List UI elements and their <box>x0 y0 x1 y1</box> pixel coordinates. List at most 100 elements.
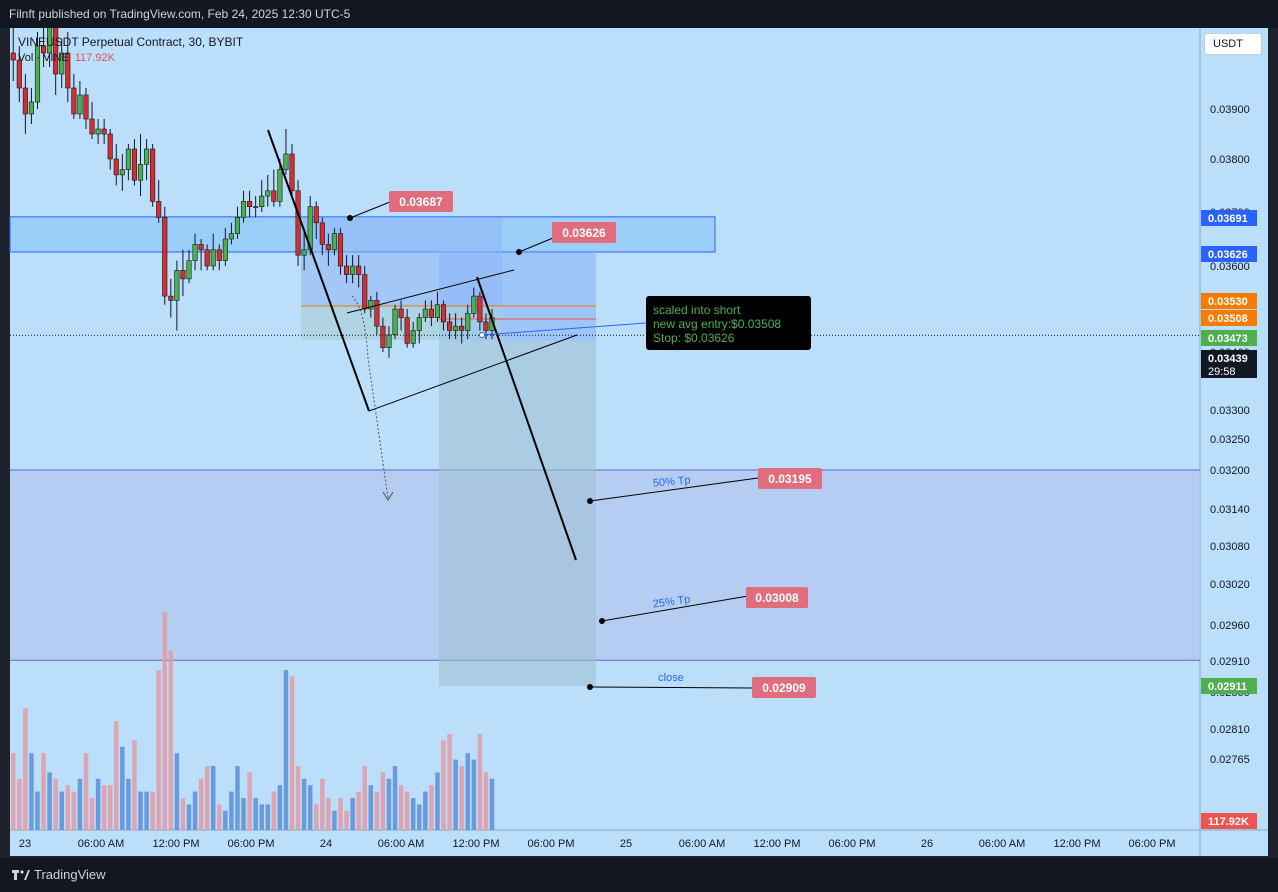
candle-body <box>16 59 22 89</box>
candle-body <box>210 249 216 267</box>
volume-layer <box>11 612 495 830</box>
volume-bar <box>59 791 64 830</box>
candle <box>89 102 95 139</box>
candle <box>313 201 319 239</box>
candle <box>295 180 301 266</box>
price-tick-label: 0.03300 <box>1210 405 1250 417</box>
time-tick-label: 06:00 AM <box>78 838 124 850</box>
time-tick-label: 06:00 PM <box>227 838 274 850</box>
candle-body <box>156 201 162 218</box>
candle-body <box>337 233 344 267</box>
flag-lower-line <box>368 334 578 412</box>
candle-body <box>180 270 186 280</box>
callout-anchor <box>587 498 593 504</box>
callout-note-close: close <box>658 672 684 684</box>
candle <box>398 300 404 331</box>
volume-bar <box>374 791 380 830</box>
price-chart[interactable]: 0.03687 0.03626 0.03195 50% Tp 0.03008 25% Tp… <box>0 28 1278 858</box>
price-tick-label: 0.03800 <box>1210 154 1250 166</box>
candle <box>101 119 107 144</box>
candle-body <box>283 153 289 170</box>
currency-button[interactable]: USDT <box>1204 33 1262 55</box>
footer-brand: TradingView <box>34 867 106 882</box>
volume-bar <box>223 810 228 830</box>
callout-3-box <box>746 587 808 608</box>
candle <box>10 28 16 81</box>
projection-dotted-path <box>351 295 389 499</box>
price-tick-label: 0.03140 <box>1210 504 1250 516</box>
volume-bar <box>320 778 325 830</box>
volume-bar <box>95 778 101 830</box>
callout-anchor <box>347 215 353 221</box>
volume-bar <box>168 650 174 830</box>
volume-bar <box>332 810 337 830</box>
candle <box>59 39 65 88</box>
candle <box>477 291 483 331</box>
candle-body <box>192 244 198 261</box>
volume-bar <box>289 676 295 830</box>
candle-body <box>374 300 380 327</box>
candle-body <box>350 265 356 275</box>
candle <box>174 260 180 331</box>
axis-price-badge <box>1201 813 1257 829</box>
candle <box>404 309 410 348</box>
axis-price-badge-text: 0.03626 <box>1208 249 1248 261</box>
price-tick-label: 0.03080 <box>1210 541 1250 553</box>
candle-body <box>10 52 16 61</box>
price-tick-label: 0.03020 <box>1210 579 1250 591</box>
volume-bar <box>11 753 16 830</box>
drawings-layer[interactable]: 0.03687 0.03626 0.03195 50% Tp 0.03008 25% Tp… <box>10 129 1200 698</box>
candle <box>40 28 47 67</box>
candle-body <box>204 249 210 267</box>
axis-price-badge <box>1201 210 1257 226</box>
candle-body <box>168 295 174 301</box>
axis-price-badge-text: 0.03508 <box>1208 313 1248 325</box>
time-tick-label: 26 <box>921 838 933 850</box>
volume-bar <box>477 734 483 830</box>
volume-bar <box>447 734 452 830</box>
candle-body <box>271 190 277 202</box>
candle <box>234 206 241 239</box>
candle-body <box>174 270 180 301</box>
candle-body <box>440 304 447 323</box>
volume-bar <box>283 670 289 830</box>
candle <box>107 129 113 170</box>
volume-bar <box>350 798 355 830</box>
callout-anchor <box>587 684 593 690</box>
axis-layer: 0.039000.038000.037000.036000.034000.033… <box>19 104 1257 850</box>
volume-bar <box>301 778 307 830</box>
axis-price-badge-text: 0.03439 <box>1208 353 1248 365</box>
volume-bar <box>386 778 392 830</box>
candle-body <box>295 190 301 256</box>
volume-bar <box>404 791 410 830</box>
callout-1-box <box>552 222 616 243</box>
volume-bar <box>156 670 161 830</box>
volume-bar <box>17 778 22 830</box>
candle-body <box>404 317 410 344</box>
volume-bar <box>35 791 40 830</box>
volume-bar <box>295 766 301 830</box>
candle-body <box>240 201 247 218</box>
volume-bar <box>23 708 28 830</box>
volume-bar <box>101 785 107 830</box>
symbol-title[interactable]: VINEUSDT Perpetual Contract, 30, BYBIT <box>18 35 244 49</box>
footer-bar: TradingView <box>0 858 1278 892</box>
volume-bar <box>71 791 77 830</box>
volume-bar <box>392 766 398 830</box>
candle-body <box>313 206 319 224</box>
candle-body <box>398 308 404 318</box>
candle-body <box>131 148 137 181</box>
candles-layer <box>10 28 495 358</box>
time-tick-label: 24 <box>320 838 332 850</box>
volume-bar <box>186 804 192 830</box>
candle-body <box>447 321 453 331</box>
candle-body <box>101 128 107 135</box>
callout-4-text: 0.02909 <box>762 681 806 695</box>
volume-bar <box>453 759 458 830</box>
volume-bar <box>53 778 58 830</box>
candle-body <box>234 217 241 234</box>
callout-leader <box>518 237 554 253</box>
volume-bar <box>429 785 434 830</box>
candle-body <box>331 233 337 251</box>
volume-bar <box>198 778 204 830</box>
